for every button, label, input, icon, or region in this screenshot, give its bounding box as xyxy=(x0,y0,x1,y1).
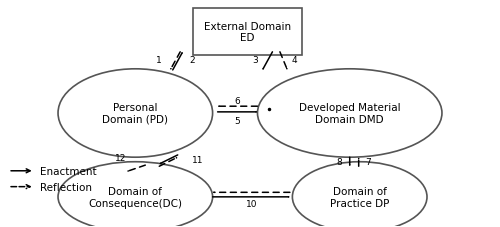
Text: Domain of
Consequence(DC): Domain of Consequence(DC) xyxy=(88,186,182,208)
Text: 6: 6 xyxy=(234,97,240,106)
Text: 1: 1 xyxy=(156,56,162,65)
FancyArrowPatch shape xyxy=(172,54,182,71)
Text: Enactment: Enactment xyxy=(40,166,96,176)
FancyArrowPatch shape xyxy=(263,53,272,69)
FancyArrowPatch shape xyxy=(171,53,180,69)
Text: 12: 12 xyxy=(114,153,126,162)
Ellipse shape xyxy=(258,69,442,158)
Text: 5: 5 xyxy=(234,117,240,126)
Text: 2: 2 xyxy=(190,56,196,65)
FancyArrowPatch shape xyxy=(128,165,146,171)
Text: Domain of
Practice DP: Domain of Practice DP xyxy=(330,186,390,208)
FancyArrowPatch shape xyxy=(160,158,176,167)
Ellipse shape xyxy=(292,162,427,227)
Text: Developed Material
Domain DMD: Developed Material Domain DMD xyxy=(299,103,400,124)
FancyArrowPatch shape xyxy=(160,155,178,164)
Text: Personal
Domain (PD): Personal Domain (PD) xyxy=(102,103,168,124)
FancyArrowPatch shape xyxy=(280,53,287,69)
FancyBboxPatch shape xyxy=(192,9,302,56)
Text: 11: 11 xyxy=(192,155,203,164)
Text: 7: 7 xyxy=(365,158,370,166)
Text: 8: 8 xyxy=(336,158,342,166)
Text: External Domain
ED: External Domain ED xyxy=(204,22,291,43)
Text: 3: 3 xyxy=(252,56,258,65)
Text: 4: 4 xyxy=(292,56,298,65)
Text: Reflection: Reflection xyxy=(40,182,92,192)
Ellipse shape xyxy=(58,162,212,227)
Text: 10: 10 xyxy=(246,199,257,208)
Ellipse shape xyxy=(58,69,212,158)
